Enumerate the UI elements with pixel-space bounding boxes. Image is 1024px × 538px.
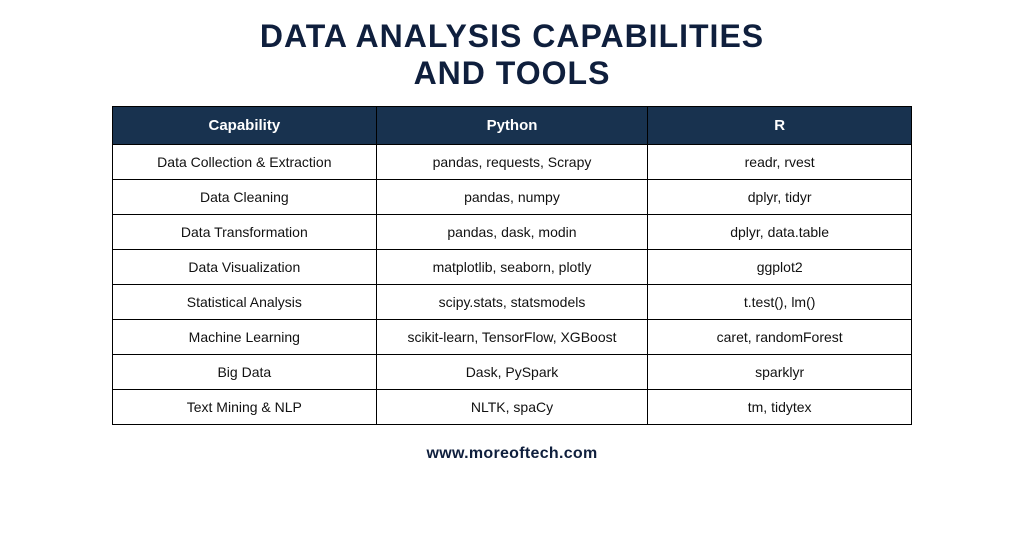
page-title: DATA ANALYSIS CAPABILITIES AND TOOLS xyxy=(260,18,764,92)
table-row: Text Mining & NLP NLTK, spaCy tm, tidyte… xyxy=(113,389,912,424)
table-header-row: Capability Python R xyxy=(113,106,912,144)
cell-python: pandas, dask, modin xyxy=(376,214,648,249)
col-header-capability: Capability xyxy=(113,106,377,144)
cell-capability: Machine Learning xyxy=(113,319,377,354)
cell-python: scikit-learn, TensorFlow, XGBoost xyxy=(376,319,648,354)
capabilities-table: Capability Python R Data Collection & Ex… xyxy=(112,106,912,425)
table-row: Big Data Dask, PySpark sparklyr xyxy=(113,354,912,389)
cell-python: Dask, PySpark xyxy=(376,354,648,389)
cell-python: NLTK, spaCy xyxy=(376,389,648,424)
cell-python: pandas, requests, Scrapy xyxy=(376,144,648,179)
cell-r: readr, rvest xyxy=(648,144,912,179)
table-row: Data Visualization matplotlib, seaborn, … xyxy=(113,249,912,284)
cell-capability: Data Visualization xyxy=(113,249,377,284)
cell-r: sparklyr xyxy=(648,354,912,389)
cell-python: matplotlib, seaborn, plotly xyxy=(376,249,648,284)
cell-capability: Text Mining & NLP xyxy=(113,389,377,424)
cell-python: scipy.stats, statsmodels xyxy=(376,284,648,319)
col-header-python: Python xyxy=(376,106,648,144)
table-row: Data Transformation pandas, dask, modin … xyxy=(113,214,912,249)
page: DATA ANALYSIS CAPABILITIES AND TOOLS Cap… xyxy=(0,0,1024,538)
cell-capability: Data Cleaning xyxy=(113,179,377,214)
cell-r: ggplot2 xyxy=(648,249,912,284)
cell-capability: Data Collection & Extraction xyxy=(113,144,377,179)
cell-capability: Big Data xyxy=(113,354,377,389)
title-line-1: DATA ANALYSIS CAPABILITIES xyxy=(260,18,764,54)
table-row: Statistical Analysis scipy.stats, statsm… xyxy=(113,284,912,319)
table-body: Data Collection & Extraction pandas, req… xyxy=(113,144,912,424)
footer-url: www.moreoftech.com xyxy=(426,445,597,463)
cell-r: dplyr, data.table xyxy=(648,214,912,249)
cell-r: t.test(), lm() xyxy=(648,284,912,319)
cell-capability: Statistical Analysis xyxy=(113,284,377,319)
table-header: Capability Python R xyxy=(113,106,912,144)
cell-r: tm, tidytex xyxy=(648,389,912,424)
title-line-2: AND TOOLS xyxy=(414,55,611,91)
table-row: Data Cleaning pandas, numpy dplyr, tidyr xyxy=(113,179,912,214)
cell-r: caret, randomForest xyxy=(648,319,912,354)
cell-capability: Data Transformation xyxy=(113,214,377,249)
table-row: Data Collection & Extraction pandas, req… xyxy=(113,144,912,179)
table-row: Machine Learning scikit-learn, TensorFlo… xyxy=(113,319,912,354)
cell-r: dplyr, tidyr xyxy=(648,179,912,214)
col-header-r: R xyxy=(648,106,912,144)
cell-python: pandas, numpy xyxy=(376,179,648,214)
